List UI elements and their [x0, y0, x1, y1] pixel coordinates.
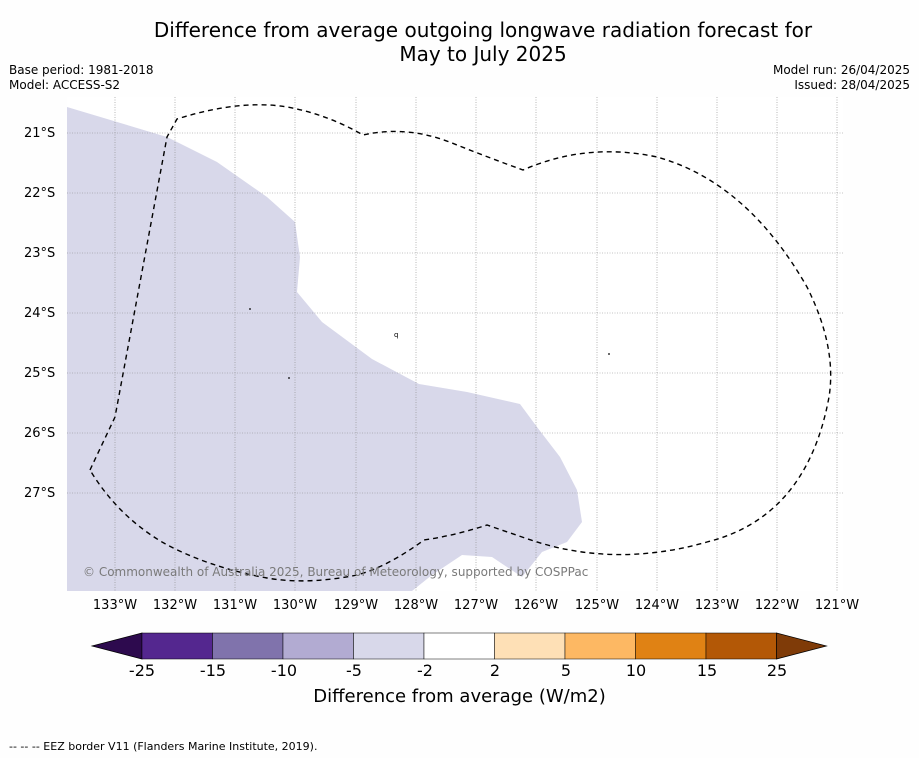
- lon-label: 123°W: [694, 598, 740, 613]
- copyright-text: © Commonwealth of Australia 2025, Bureau…: [83, 565, 589, 579]
- colorbar-segment: [423, 632, 495, 660]
- lon-label: 129°W: [333, 598, 379, 613]
- lon-label: 122°W: [754, 598, 800, 613]
- lat-label: 27°S: [24, 486, 56, 501]
- island-dot: [288, 377, 290, 379]
- map-svg: q: [67, 97, 843, 591]
- island-dot: [249, 308, 251, 310]
- island-marker: q: [394, 331, 398, 339]
- lon-label: 126°W: [513, 598, 559, 613]
- title-line-1: Difference from average outgoing longwav…: [153, 18, 813, 42]
- colorbar-segment: [564, 632, 636, 660]
- issued-date: Issued: 28/04/2025: [794, 78, 910, 92]
- lon-label: 127°W: [453, 598, 499, 613]
- colorbar-tick: -10: [270, 661, 298, 680]
- colorbar-segment: [353, 632, 425, 660]
- lat-label: 21°S: [24, 126, 56, 141]
- colorbar-tick: -2: [417, 661, 433, 680]
- colorbar-segment: [282, 632, 354, 660]
- colorbar-segment: [705, 632, 777, 660]
- lat-label: 26°S: [24, 426, 56, 441]
- lon-label: 131°W: [212, 598, 258, 613]
- colorbar-tick: 5: [560, 661, 572, 680]
- lat-label: 23°S: [24, 246, 56, 261]
- chart-title: Difference from average outgoing longwav…: [0, 18, 919, 66]
- model-run: Model run: 26/04/2025: [772, 63, 910, 77]
- meta-right: Model run: 26/04/2025 Issued: 28/04/2025: [773, 63, 910, 93]
- eez-border: [89, 104, 832, 582]
- colorbar-tick: 15: [696, 661, 718, 680]
- colorbar-tick: -25: [128, 661, 156, 680]
- island-dot: [608, 353, 610, 355]
- colorbar-segment: [212, 632, 284, 660]
- lon-label: 124°W: [634, 598, 680, 613]
- colorbar-tick: -15: [199, 661, 227, 680]
- colorbar-tick: 25: [766, 661, 788, 680]
- lon-label: 133°W: [92, 598, 138, 613]
- colorbar-segment: [494, 632, 566, 660]
- colorbar-tick: 2: [489, 661, 501, 680]
- footer-note: -- -- -- EEZ border V11 (Flanders Marine…: [9, 740, 318, 753]
- gridlines: [67, 97, 843, 591]
- colorbar: [90, 631, 830, 665]
- lat-label: 24°S: [24, 306, 56, 321]
- anomaly-region-shading: [67, 107, 582, 591]
- colorbar-tick: -5: [346, 661, 362, 680]
- lat-label: 22°S: [24, 186, 56, 201]
- lon-label: 128°W: [393, 598, 439, 613]
- colorbar-svg: [90, 632, 828, 660]
- colorbar-extend-low: [90, 632, 143, 660]
- colorbar-segment: [141, 632, 213, 660]
- model-name: Model: ACCESS-S2: [9, 78, 121, 92]
- base-period: Base period: 1981-2018: [9, 63, 154, 77]
- colorbar-tick: 10: [625, 661, 647, 680]
- colorbar-segment: [635, 632, 707, 660]
- lon-label: 121°W: [814, 598, 860, 613]
- colorbar-label: Difference from average (W/m2): [313, 686, 606, 707]
- lat-label: 25°S: [24, 366, 56, 381]
- lon-label: 130°W: [272, 598, 318, 613]
- meta-left: Base period: 1981-2018 Model: ACCESS-S2: [9, 63, 154, 93]
- colorbar-segments: [90, 632, 828, 660]
- lon-label: 132°W: [152, 598, 198, 613]
- map-plot: q: [67, 97, 843, 591]
- colorbar-extend-high: [776, 632, 828, 660]
- title-line-2: May to July 2025: [399, 42, 567, 66]
- lon-label: 125°W: [574, 598, 620, 613]
